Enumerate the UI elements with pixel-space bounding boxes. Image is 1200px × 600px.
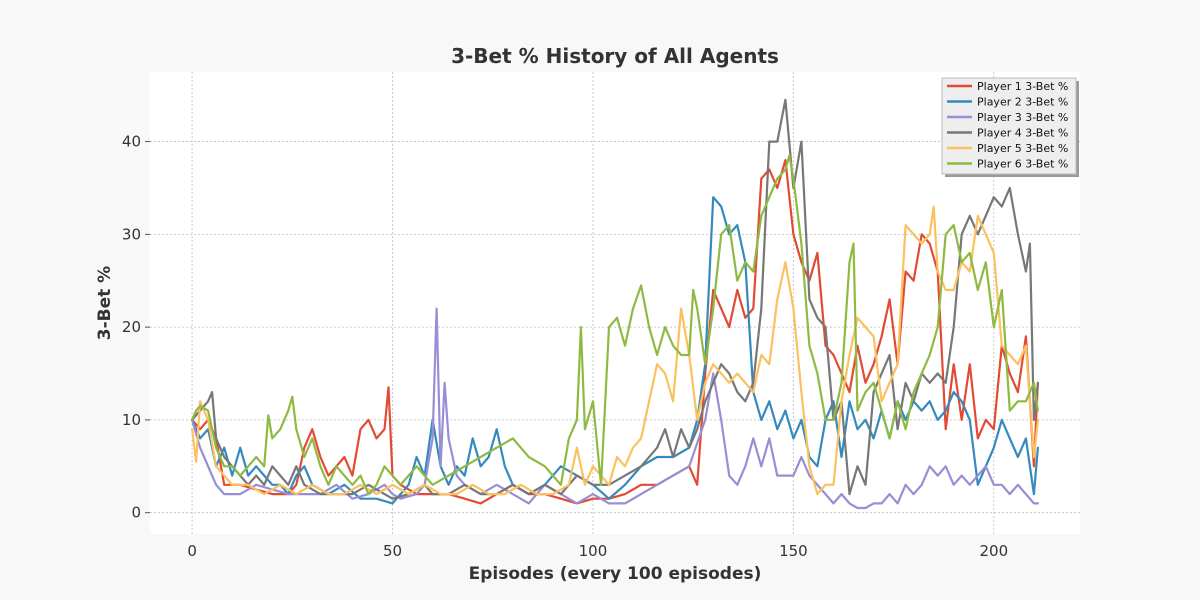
series-layer	[191, 98, 1039, 510]
x-tick-label: 100	[579, 542, 608, 560]
y-tick-label: 40	[122, 133, 141, 151]
y-tick-label: 0	[131, 504, 141, 522]
series-line-player-6	[191, 154, 1039, 496]
x-tick-label: 150	[779, 542, 808, 560]
legend-label: Player 6 3-Bet %	[977, 158, 1068, 171]
legend-label: Player 4 3-Bet %	[977, 127, 1068, 140]
x-tick-label: 50	[383, 542, 402, 560]
legend-label: Player 2 3-Bet %	[977, 96, 1068, 109]
x-tick-label: 0	[187, 542, 197, 560]
y-tick-label: 20	[122, 318, 141, 336]
ticks: 0 50 100 150 200 0 10 20 30 40	[122, 133, 1008, 560]
legend-label: Player 3 3-Bet %	[977, 111, 1068, 124]
x-axis-title: Episodes (every 100 episodes)	[469, 564, 762, 584]
legend-label: Player 5 3-Bet %	[977, 142, 1068, 155]
legend-label: Player 1 3-Bet %	[977, 80, 1068, 93]
legend: Player 1 3-Bet % Player 2 3-Bet % Player 3…	[941, 77, 1079, 177]
y-axis-title: 3-Bet %	[95, 266, 115, 340]
series-line-player-5	[191, 205, 1039, 496]
chart-title: 3-Bet % History of All Agents	[451, 44, 779, 68]
series-line-player-4	[191, 98, 1039, 500]
legend-box	[941, 77, 1077, 175]
y-tick-label: 10	[122, 411, 141, 429]
y-tick-label: 30	[122, 225, 141, 243]
x-tick-label: 200	[979, 542, 1008, 560]
series-line-player-3	[191, 307, 1039, 510]
